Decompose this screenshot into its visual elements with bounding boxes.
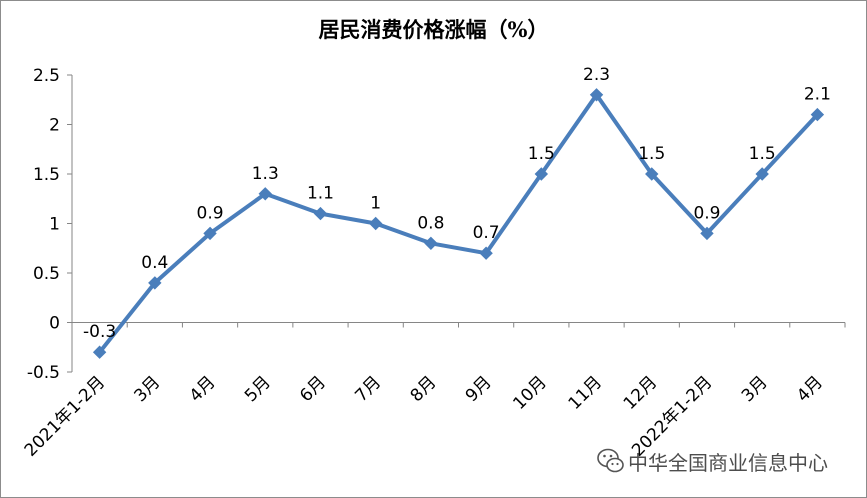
x-tick-label: 8月 [407,372,441,406]
data-point [313,206,328,221]
x-tick-label: 9月 [462,372,496,406]
x-tick-label: 12月 [620,372,661,413]
data-label: 1.5 [638,144,665,164]
series-line [98,92,819,354]
x-tick-label: 2021年1-2月 [21,372,109,460]
data-label: 1 [370,194,381,214]
wechat-icon [597,448,624,473]
x-tick-label: 7月 [351,372,385,406]
data-point [479,246,493,260]
data-point [645,167,659,181]
y-tick-label: 1.5 [33,165,60,185]
data-point [203,226,217,241]
y-tick-label: 2.5 [33,66,60,86]
data-point [368,216,383,231]
x-tick-label: 3月 [131,372,165,406]
data-point [700,226,714,241]
data-point [258,187,272,201]
data-point [424,236,438,251]
chart-title: 居民消费价格涨幅（%） [318,17,549,42]
data-label: 0.7 [473,223,500,243]
watermark: 中华全国商业信息中心 [596,444,846,478]
y-tick-label: 1 [49,215,60,235]
data-label: -0.3 [83,322,116,342]
y-tick-label: 2 [49,116,60,136]
x-tick-label: 5月 [241,372,275,406]
x-tick-label: 11月 [565,372,606,413]
data-point [534,167,549,181]
y-tick-label: -0.5 [27,363,60,383]
data-label: 0.9 [197,203,224,223]
data-label: 2.1 [804,85,831,105]
data-label: 1.1 [307,184,334,204]
data-point [810,107,825,122]
y-tick-label: 0.5 [33,264,60,284]
data-label: 1.5 [528,144,555,164]
y-tick-label: 0 [49,314,60,334]
x-tick-label: 4月 [793,372,827,406]
data-label: 1.3 [252,164,279,184]
x-tick-label: 3月 [738,372,772,406]
data-point [92,345,107,359]
watermark-text: 中华全国商业信息中心 [628,450,828,475]
data-point [589,88,604,102]
data-label: 0.4 [141,253,168,273]
data-label: 0.9 [693,203,720,223]
x-tick-label: 10月 [509,372,550,413]
data-label: 1.5 [749,144,776,164]
x-tick-label: 6月 [296,372,330,406]
x-tick-label: 4月 [186,372,220,406]
data-point [148,276,162,290]
data-point [755,167,769,181]
data-label: 2.3 [583,65,610,85]
data-label: 0.8 [417,213,444,233]
